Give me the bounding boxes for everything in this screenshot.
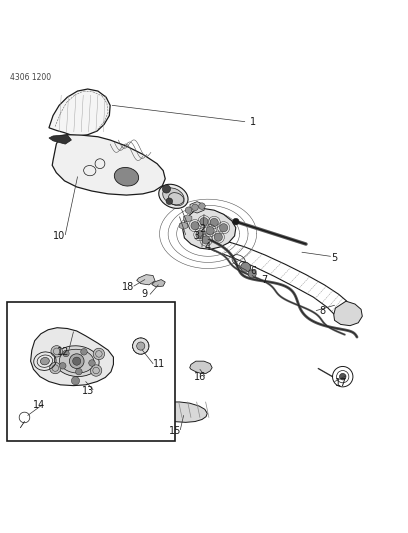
Text: 10: 10	[53, 231, 65, 241]
Ellipse shape	[60, 349, 94, 373]
Text: 8: 8	[319, 306, 326, 317]
Polygon shape	[49, 135, 71, 144]
Polygon shape	[137, 274, 155, 285]
Circle shape	[202, 236, 210, 244]
Text: 4: 4	[205, 242, 211, 252]
Circle shape	[214, 233, 222, 241]
Circle shape	[192, 204, 198, 211]
Text: 3: 3	[193, 231, 200, 241]
Circle shape	[60, 362, 66, 369]
Ellipse shape	[40, 358, 49, 365]
Circle shape	[233, 219, 239, 225]
Text: 18: 18	[122, 282, 135, 292]
Ellipse shape	[54, 346, 99, 376]
Text: 13: 13	[82, 386, 94, 396]
Text: 2: 2	[199, 224, 205, 234]
Polygon shape	[52, 135, 165, 195]
Text: 15: 15	[169, 425, 182, 435]
Circle shape	[166, 198, 173, 205]
Text: 14: 14	[33, 400, 45, 410]
Circle shape	[51, 345, 62, 357]
Circle shape	[200, 217, 208, 225]
Polygon shape	[184, 215, 192, 222]
Circle shape	[49, 362, 61, 374]
Circle shape	[73, 357, 81, 365]
Circle shape	[93, 348, 104, 360]
Polygon shape	[190, 201, 204, 213]
Circle shape	[71, 377, 80, 385]
Text: 1: 1	[250, 117, 256, 127]
Circle shape	[69, 354, 84, 368]
Circle shape	[162, 185, 171, 193]
Ellipse shape	[114, 167, 139, 186]
Bar	[7, 302, 175, 441]
Polygon shape	[137, 402, 207, 422]
Text: 17: 17	[335, 378, 347, 388]
Circle shape	[137, 342, 145, 350]
Polygon shape	[183, 208, 236, 249]
Circle shape	[196, 231, 204, 239]
Circle shape	[63, 350, 69, 357]
Circle shape	[133, 338, 149, 354]
Circle shape	[206, 227, 214, 235]
Text: 16: 16	[194, 372, 206, 382]
Circle shape	[75, 368, 82, 375]
Text: 12: 12	[57, 347, 69, 357]
Polygon shape	[190, 361, 212, 374]
Ellipse shape	[163, 188, 184, 205]
Circle shape	[248, 270, 256, 278]
Circle shape	[191, 222, 199, 230]
Circle shape	[81, 349, 87, 355]
Polygon shape	[31, 328, 113, 386]
Polygon shape	[152, 279, 165, 287]
Circle shape	[185, 207, 192, 213]
Text: 7: 7	[261, 274, 268, 285]
Circle shape	[199, 203, 205, 209]
Circle shape	[89, 360, 95, 366]
Circle shape	[210, 219, 218, 227]
Circle shape	[220, 224, 228, 232]
Circle shape	[241, 262, 251, 272]
Text: 6: 6	[250, 265, 256, 276]
Text: 9: 9	[142, 289, 148, 299]
Ellipse shape	[159, 184, 188, 208]
Text: 11: 11	[153, 359, 165, 369]
Text: 4306 1200: 4306 1200	[10, 72, 51, 82]
Circle shape	[339, 374, 346, 380]
Polygon shape	[334, 301, 362, 326]
Polygon shape	[180, 222, 188, 229]
Polygon shape	[49, 89, 110, 136]
Text: 5: 5	[331, 253, 338, 263]
Circle shape	[91, 365, 102, 376]
